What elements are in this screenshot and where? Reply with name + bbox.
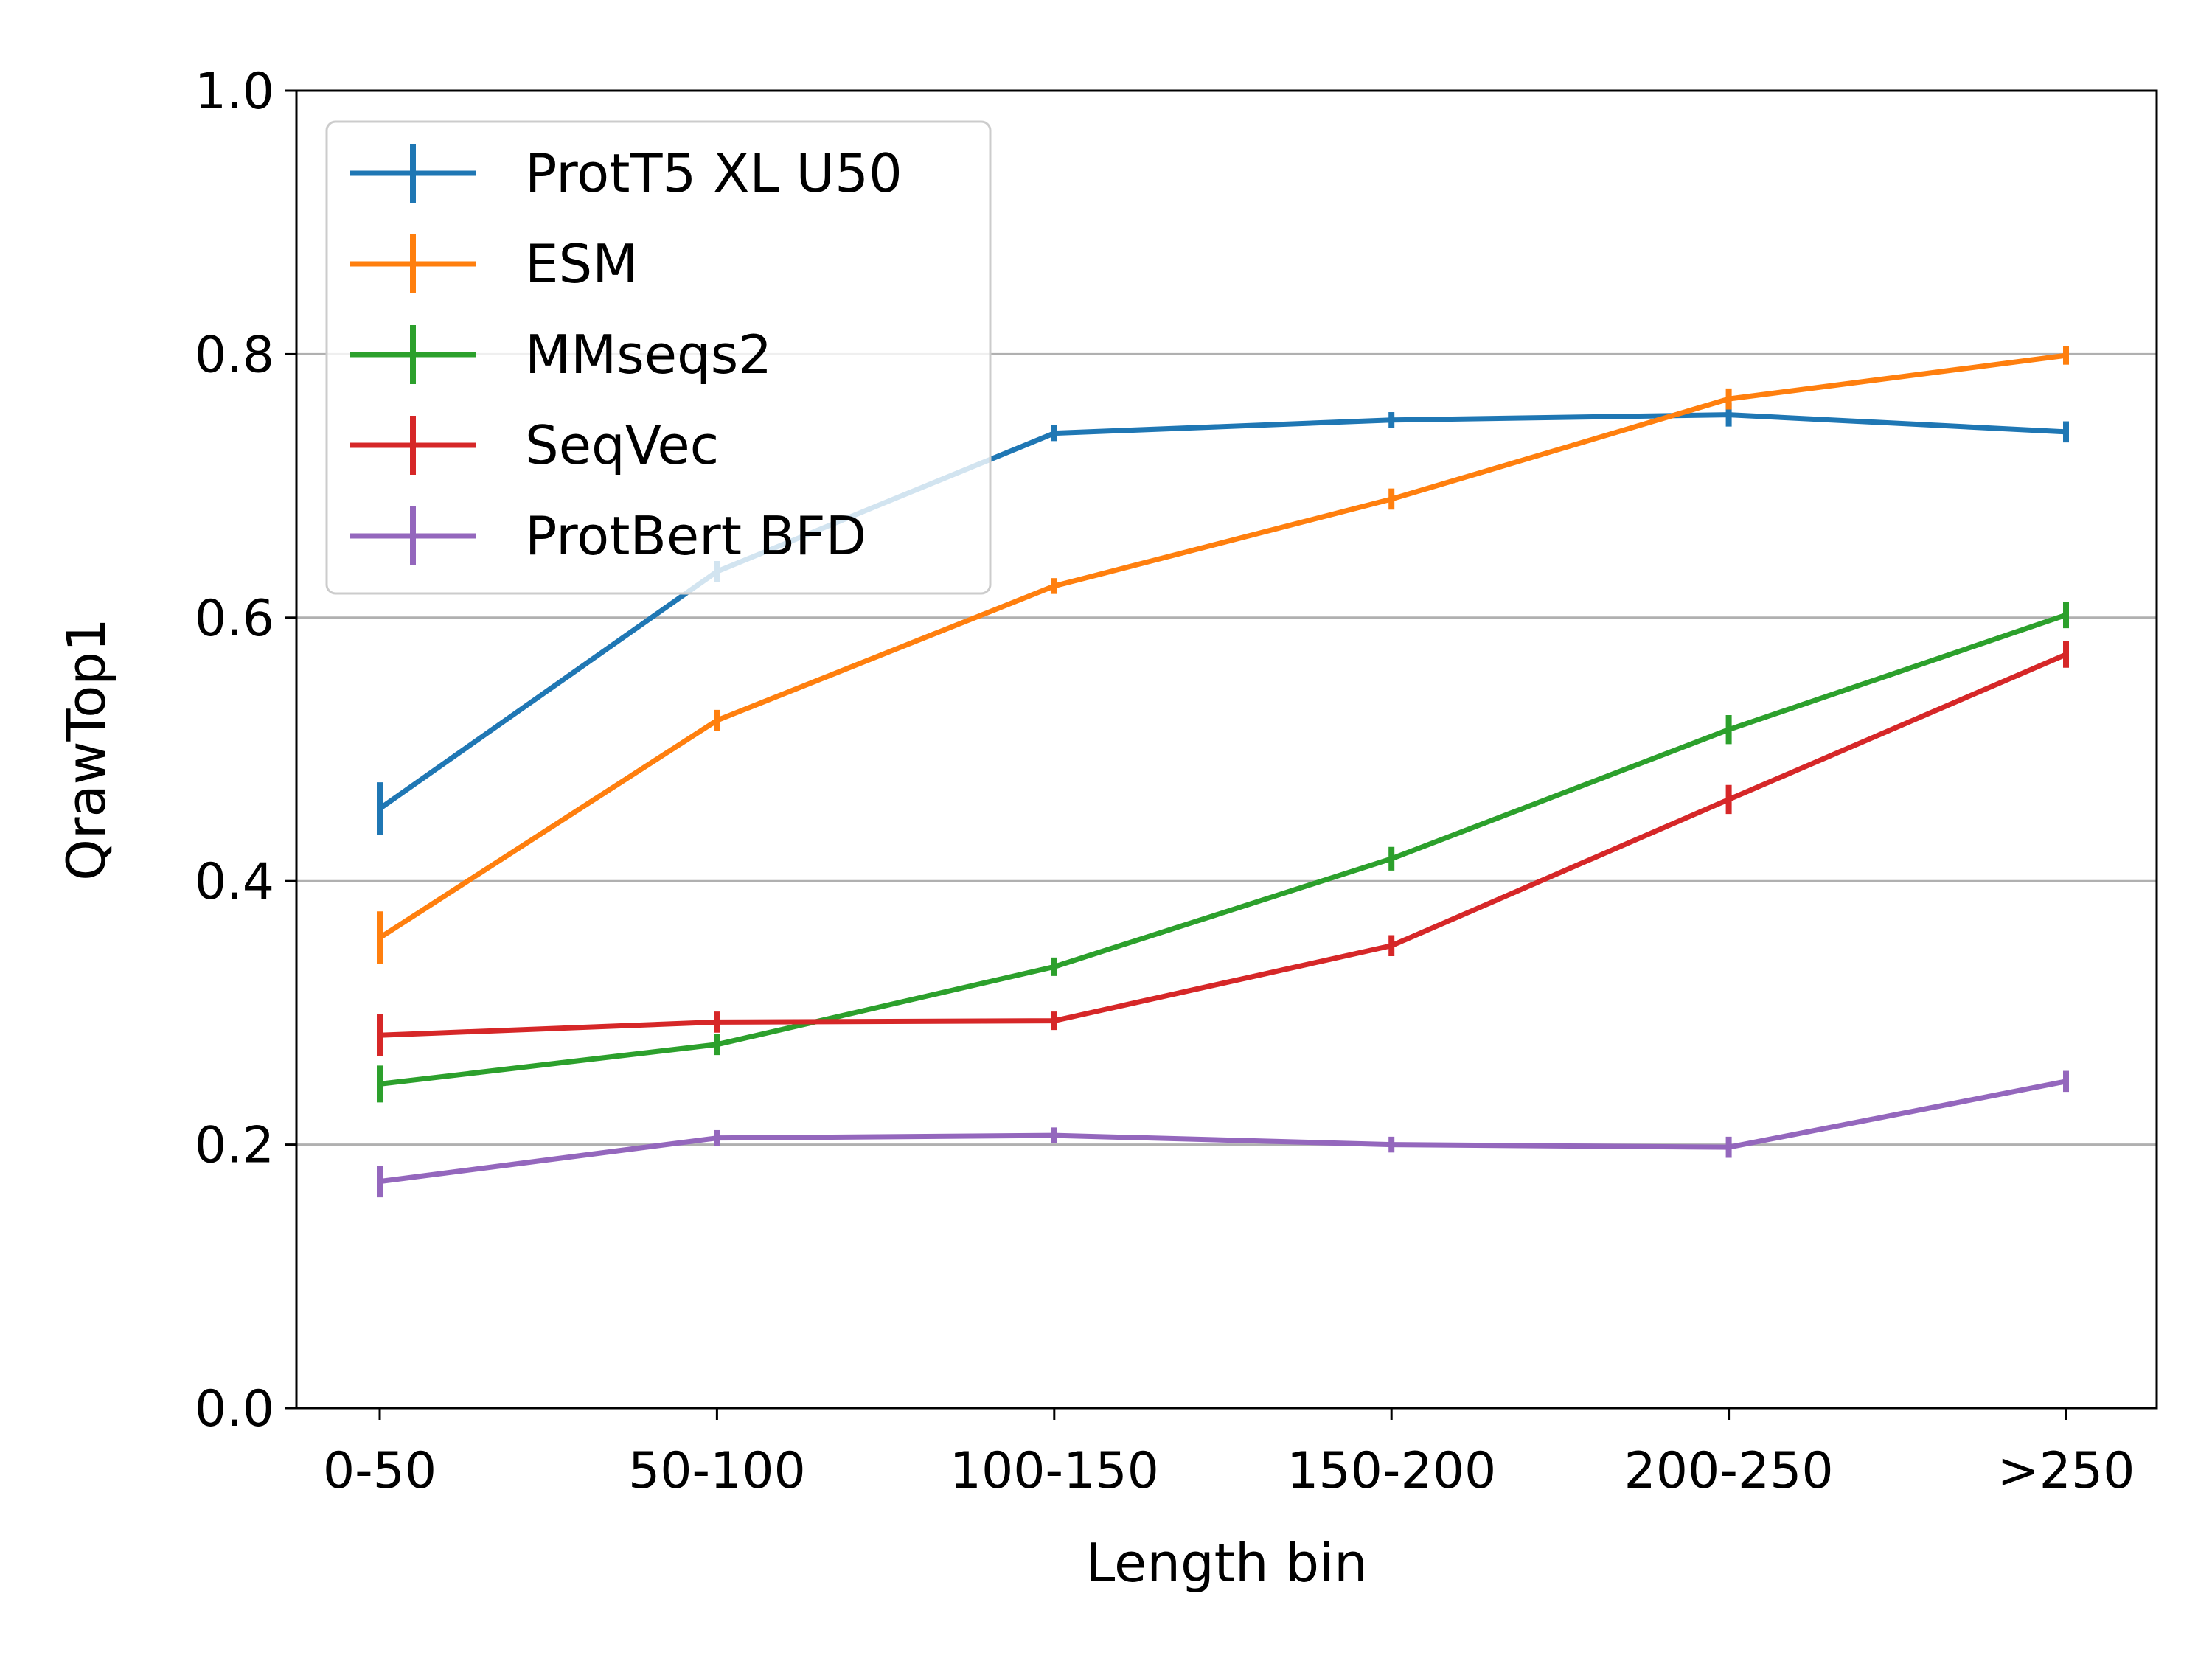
y-tick-label: 0.0 <box>195 1380 274 1438</box>
x-tick-label: 0-50 <box>323 1442 437 1500</box>
x-tick-label: 200-250 <box>1624 1442 1834 1500</box>
series-layer <box>377 346 2069 1198</box>
x-tick-label: 50-100 <box>628 1442 806 1500</box>
series-esm <box>377 346 2069 964</box>
legend-item: ProtT5 XL U50 <box>350 142 902 204</box>
series-line <box>379 1079 2067 1185</box>
y-tick-label: 0.4 <box>195 853 274 911</box>
plot-frame <box>295 89 2158 1410</box>
y-tick-label: 0.2 <box>195 1117 274 1175</box>
y-tick-label: 0.6 <box>195 590 274 648</box>
legend-label: ESM <box>525 233 638 295</box>
series-prott5-xl-u50 <box>377 403 2069 835</box>
series-protbert-bfd <box>377 1070 2069 1198</box>
y-axis: 0.0 0.2 0.4 0.6 0.8 1.0 <box>195 63 296 1438</box>
legend-label: ProtBert BFD <box>525 505 866 567</box>
y-axis-label: QrawTop1 <box>55 618 117 881</box>
series-line <box>378 412 2067 811</box>
y-tick-label: 0.8 <box>195 326 274 384</box>
series-line <box>379 612 2067 1087</box>
series-seqvec <box>377 641 2069 1056</box>
x-axis: 0-50 50-100 100-150 150-200 200-250 >250 <box>323 1408 2135 1500</box>
legend-label: ProtT5 XL U50 <box>525 142 902 204</box>
x-tick-label: >250 <box>1997 1442 2135 1500</box>
legend: ProtT5 XL U50 ESM MMseqs2 SeqVec ProtBert BF… <box>325 120 992 595</box>
series-mmseqs2 <box>377 602 2069 1103</box>
legend-box <box>325 120 992 595</box>
legend-item: ESM <box>350 233 638 295</box>
x-axis-label: Length bin <box>1085 1532 1368 1594</box>
x-tick-label: 150-200 <box>1287 1442 1496 1500</box>
series-line <box>379 652 2067 1038</box>
series-line <box>378 352 2067 940</box>
x-tick-label: 100-150 <box>950 1442 1159 1500</box>
legend-item: MMseqs2 <box>350 324 772 386</box>
y-tick-label: 1.0 <box>195 63 274 121</box>
legend-label: MMseqs2 <box>525 324 772 386</box>
legend-item: ProtBert BFD <box>350 505 866 567</box>
legend-item: SeqVec <box>350 414 719 476</box>
legend-label: SeqVec <box>525 414 719 476</box>
